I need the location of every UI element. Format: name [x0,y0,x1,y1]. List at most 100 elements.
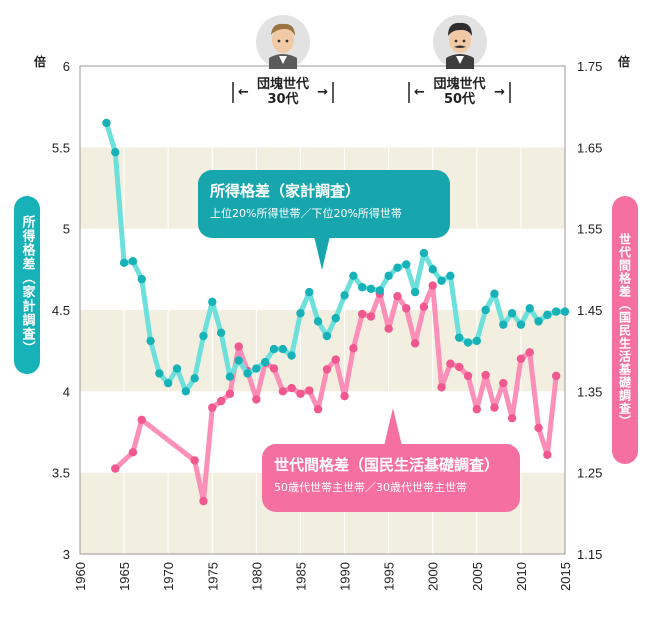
generation-gap-point [278,387,288,396]
income-gap-point [181,387,191,396]
generation-gap-point [252,395,261,404]
income-gap-point [269,344,279,354]
generation-gap-point [331,355,340,364]
generation-gap-point [137,415,146,424]
income-gap-point [278,344,288,354]
income-gap-point [146,336,155,346]
generation-gap-point [428,281,437,290]
generation-gap-point [269,364,279,373]
generation-gap-point [534,423,543,433]
income-gap-point [234,356,243,365]
era-bracket-50s [408,82,511,103]
income-gap-point [366,284,376,294]
arrow-left-icon: ← [238,85,249,100]
income-gap-point [340,291,349,300]
generation-gap-point [287,383,296,393]
generation-gap-point [366,312,376,321]
generation-gap-point [357,309,367,319]
generation-gap-point [499,379,508,388]
generation-gap-point [384,324,393,333]
income-callout: 所得格差（家計調査） 上位20%所得世帯／下位20%所得世帯 [198,170,450,238]
income-gap-point [190,374,199,383]
right-tick-label: 1.55 [577,222,602,237]
left-axis-label: 所得格差（家計調査） [14,196,40,374]
income-gap-point [507,309,517,318]
era-label-30s: ← 団塊世代 30代 → [233,77,333,107]
income-gap-point [402,260,411,269]
x-tick-label: 1980 [249,562,264,591]
income-gap-point [516,320,526,329]
x-tick-label: 2000 [426,562,441,591]
income-gap-point [384,271,393,281]
income-gap-point [560,307,570,316]
era-sub: 30代 [267,92,299,107]
income-gap-point [490,289,499,298]
right-tick-label: 1.75 [577,59,602,74]
era-sub: 50代 [443,92,476,107]
x-tick-label: 2005 [470,562,485,591]
income-gap-point [155,369,164,378]
right-tick-label: 1.45 [577,303,602,318]
income-gap-point [313,317,323,326]
era-title: 団塊世代 [256,77,309,92]
generation-gap-point [419,302,429,311]
generation-gap-point [208,403,217,412]
income-gap-point [375,286,385,295]
income-gap-point [225,372,235,381]
generation-gap-point [199,496,208,506]
left-axis-unit: 倍 [34,54,46,69]
income-gap-point [208,297,217,307]
income-gap-point [357,283,367,292]
left-tick-label: 4.5 [52,303,70,318]
generation-gap-point [340,392,349,401]
x-tick-label: 2010 [514,562,529,591]
income-gap-point [163,379,173,388]
left-tick-label: 5.5 [52,140,70,155]
arrow-left-icon: ← [414,85,425,100]
left-tick-label: 6 [63,59,70,74]
generation-callout-pointer [384,408,402,446]
generation-gap-point [349,344,358,353]
generation-gap-point [472,405,482,414]
worker-icon-young [256,15,310,69]
generation-gap-point [463,371,473,381]
generation-gap-point [543,450,552,459]
income-gap-point [481,305,490,315]
income-gap-point [543,310,552,320]
income-gap-point [446,271,455,281]
arrow-right-icon: → [317,85,328,100]
generation-gap-point [481,370,490,380]
income-gap-point [551,307,561,316]
right-tick-label: 1.35 [577,384,602,399]
era-label-50s: ← 団塊世代 50代 → [409,77,510,107]
income-gap-point [287,351,296,360]
era-title: 団塊世代 [433,77,486,92]
x-tick-label: 2015 [558,562,573,591]
x-tick-label: 1970 [161,562,176,591]
income-gap-point [128,257,138,266]
plot-band [80,66,565,148]
generation-gap-point [216,396,226,406]
generation-gap-point [305,386,314,395]
x-tick-label: 1990 [338,562,353,591]
income-gap-point [534,317,543,326]
generation-gap-point [490,403,499,412]
income-gap-point [243,369,252,378]
income-gap-point [349,271,358,281]
left-tick-label: 3.5 [52,466,70,481]
generation-gap-point [525,348,534,357]
income-gap-point [437,276,446,285]
income-gap-point [331,313,340,323]
generation-gap-point [516,354,526,363]
generation-series-subtitle: 50歳代世帯主世帯／30歳代世帯主世帯 [274,481,467,494]
generation-gap-point [234,342,243,351]
right-tick-label: 1.15 [577,547,602,562]
income-gap-point [111,148,120,157]
income-gap-point [322,331,332,341]
generation-callout: 世代間格差（国民生活基礎調査） 50歳代世帯主世帯／30歳代世帯主世帯 [262,444,520,512]
right-axis-unit: 倍 [618,54,630,69]
income-gap-point [454,333,464,342]
income-gap-point [260,357,270,367]
income-series-subtitle: 上位20%所得世帯／下位20%所得世帯 [210,207,402,220]
income-gap-point [428,265,437,274]
